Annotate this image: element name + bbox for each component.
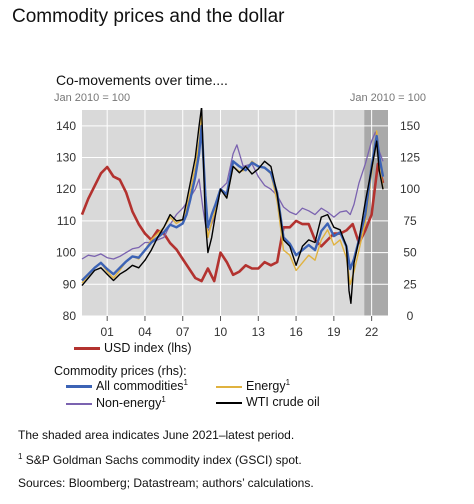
right-tick-label: 100 [400, 182, 420, 196]
shaded-area-note: The shaded area indicates June 2021–late… [18, 428, 295, 442]
left-tick-label: 80 [63, 309, 77, 323]
legend-usd: USD index (lhs) [74, 341, 192, 355]
footnote: 1 S&P Goldman Sachs commodity index (GSC… [18, 452, 302, 467]
legend-usd-label: USD index (lhs) [104, 341, 192, 355]
right-tick-label: 150 [400, 119, 420, 133]
x-tick-label: 04 [138, 325, 152, 339]
legend-wti-label: WTI crude oil [246, 395, 320, 409]
x-tick-label: 01 [101, 325, 115, 339]
legend-wti: WTI crude oil [216, 395, 320, 409]
chart-plot: 01 04 07 10 13 16 19 22 80 90 100 110 120 130 140 0 25 50… [56, 108, 420, 339]
legend-all-label: All commodities [96, 379, 184, 394]
chart-title: Commodity prices and the dollar [12, 6, 285, 27]
series-line-all-commodities [81, 124, 385, 282]
legend-all-swatch [66, 385, 92, 389]
legend-nonenergy-label: Non-energy [96, 396, 162, 411]
legend-usd-swatch [74, 347, 100, 351]
plot-background [82, 110, 388, 316]
left-axis-unit: Jan 2010 = 100 [54, 92, 131, 104]
series-line-wti-crude-oil [81, 108, 384, 305]
legend-nonenergy-footnote: 1 [161, 395, 166, 404]
left-tick-label: 130 [56, 151, 76, 165]
left-tick-label: 120 [56, 182, 76, 196]
left-tick-label: 140 [56, 119, 76, 133]
x-tick-label: 16 [289, 325, 303, 339]
left-tick-label: 90 [63, 277, 77, 291]
legend-all-footnote: 1 [183, 378, 188, 387]
sources-note: Sources: Bloomberg; Datastream; authors’… [18, 476, 314, 490]
x-tick-label: 19 [327, 325, 341, 339]
right-tick-label: 25 [403, 277, 417, 291]
right-tick-label: 75 [403, 214, 417, 228]
x-tick-label: 13 [252, 325, 266, 339]
left-tick-label: 110 [57, 214, 76, 228]
legend-group-label: Commodity prices (rhs): [54, 364, 187, 378]
legend-all-commodities: All commodities1 [66, 378, 188, 393]
chart-subtitle: Co-movements over time.... [56, 72, 228, 88]
footnote-text: S&P Goldman Sachs commodity index (GSCI)… [25, 453, 302, 467]
legend-energy-footnote: 1 [285, 378, 291, 387]
legend-energy-label: Energy [246, 379, 286, 394]
x-tick-label: 10 [214, 325, 228, 339]
left-tick-label: 100 [56, 246, 76, 260]
right-axis-unit: Jan 2010 = 100 [349, 92, 426, 104]
right-tick-label: 125 [400, 151, 420, 165]
legend-energy-swatch [216, 385, 242, 388]
legend-wti-swatch [216, 401, 242, 404]
right-tick-label: 50 [403, 246, 417, 260]
legend-energy: Energy1 [216, 378, 290, 393]
x-tick-label: 22 [365, 325, 379, 339]
right-tick-label: 0 [407, 309, 414, 323]
series-line-non-energy [81, 131, 384, 260]
footnote-marker: 1 [18, 452, 23, 461]
x-tick-label: 07 [176, 325, 190, 339]
legend-nonenergy-swatch [66, 402, 92, 405]
legend-non-energy: Non-energy1 [66, 395, 166, 410]
shaded-region [364, 110, 388, 316]
